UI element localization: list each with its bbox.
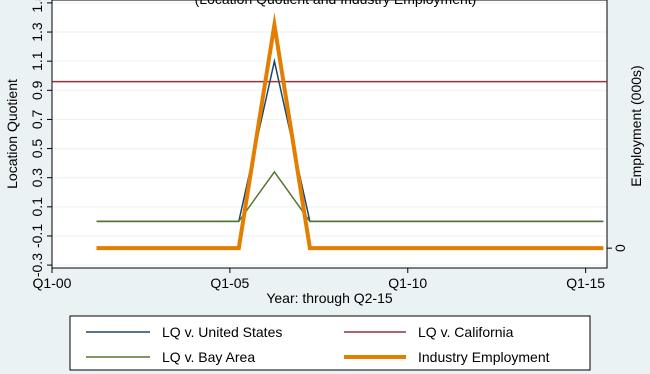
y2-tick-label: 0 bbox=[612, 244, 628, 252]
legend-label: LQ v. Bay Area bbox=[162, 349, 255, 365]
legend-label: Industry Employment bbox=[418, 349, 550, 365]
series-line-industry-employment bbox=[96, 12, 604, 251]
x-tick-label: Q1-15 bbox=[566, 275, 605, 291]
series-line-lq-v-bay-area bbox=[96, 170, 604, 223]
y-axis-title: Location Quotient bbox=[4, 79, 20, 189]
y-tick-label: -0.1 bbox=[29, 224, 45, 248]
y-tick-label: 0.1 bbox=[29, 197, 45, 217]
x-axis-title: Year: through Q2-15 bbox=[266, 290, 393, 306]
y-tick-label: 1.1 bbox=[29, 51, 45, 71]
y-tick-label: 1.3 bbox=[29, 22, 45, 42]
legend-label: LQ v. California bbox=[418, 324, 514, 340]
x-tick-label: Q1-00 bbox=[33, 275, 72, 291]
legend-box bbox=[69, 315, 591, 371]
y-tick-label: 0.5 bbox=[29, 139, 45, 159]
legend-label: LQ v. United States bbox=[162, 324, 282, 340]
y-tick-label: 0.3 bbox=[29, 168, 45, 188]
y-tick-label: 0.9 bbox=[29, 80, 45, 100]
y-tick-label: 0.7 bbox=[29, 109, 45, 129]
plot-frame bbox=[51, 0, 608, 269]
x-tick-label: Q1-05 bbox=[210, 275, 249, 291]
plot-area bbox=[52, 0, 607, 268]
y-tick-label: 1.5 bbox=[29, 0, 45, 13]
x-tick-label: Q1-10 bbox=[388, 275, 427, 291]
chart-title: (Location Quotient and Industry Employme… bbox=[195, 0, 477, 7]
y-tick-label: -0.3 bbox=[29, 253, 45, 277]
y2-axis-title: Employment (000s) bbox=[628, 65, 644, 186]
